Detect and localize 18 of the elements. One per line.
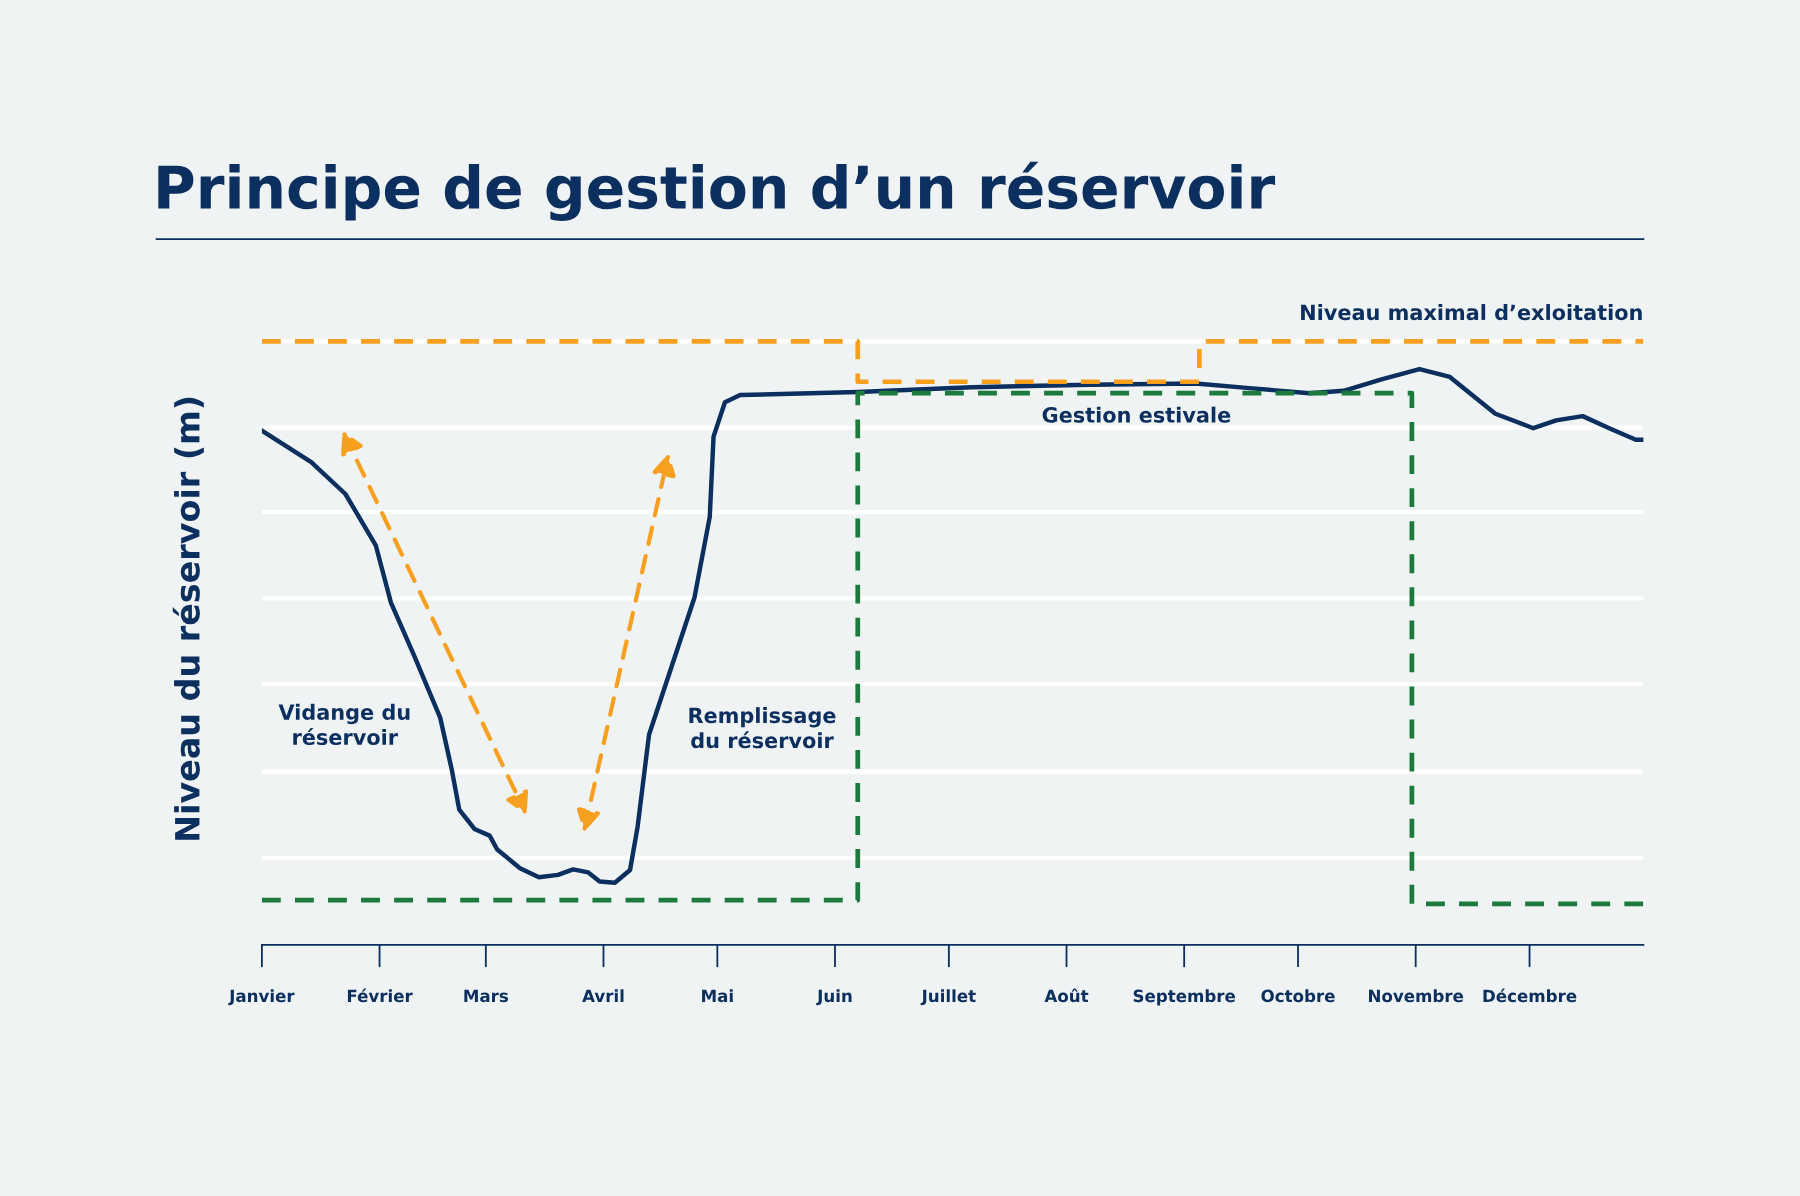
x-tick-label: Février xyxy=(347,988,413,1003)
x-tick-label: Août xyxy=(1044,988,1089,1003)
x-tick-label: Juin xyxy=(816,989,852,1006)
x-tick-label: Avril xyxy=(582,989,624,1002)
x-tick-label: Mai xyxy=(702,989,733,1003)
series-label: Gestion estivale xyxy=(1042,406,1231,423)
x-tick-label: Septembre xyxy=(1133,989,1236,1006)
y-axis-title: Niveau du réservoir (m) xyxy=(172,397,204,840)
annotation: Remplissage du réservoir xyxy=(689,707,836,749)
x-tick-label: Décembre xyxy=(1483,988,1577,1003)
x-tick-label: Janvier xyxy=(228,989,295,1006)
series-label: Niveau maximal d’exloitation xyxy=(1301,304,1642,321)
x-tick-label: Juillet xyxy=(920,989,976,1006)
x-tick-label: Novembre xyxy=(1369,989,1464,1003)
annotation: Vidange du réservoir xyxy=(278,703,410,746)
chart-title: Principe de gestion d’un réservoir xyxy=(158,161,1276,221)
x-tick-label: Octobre xyxy=(1261,989,1335,1003)
x-tick-label: Mars xyxy=(464,989,509,1003)
